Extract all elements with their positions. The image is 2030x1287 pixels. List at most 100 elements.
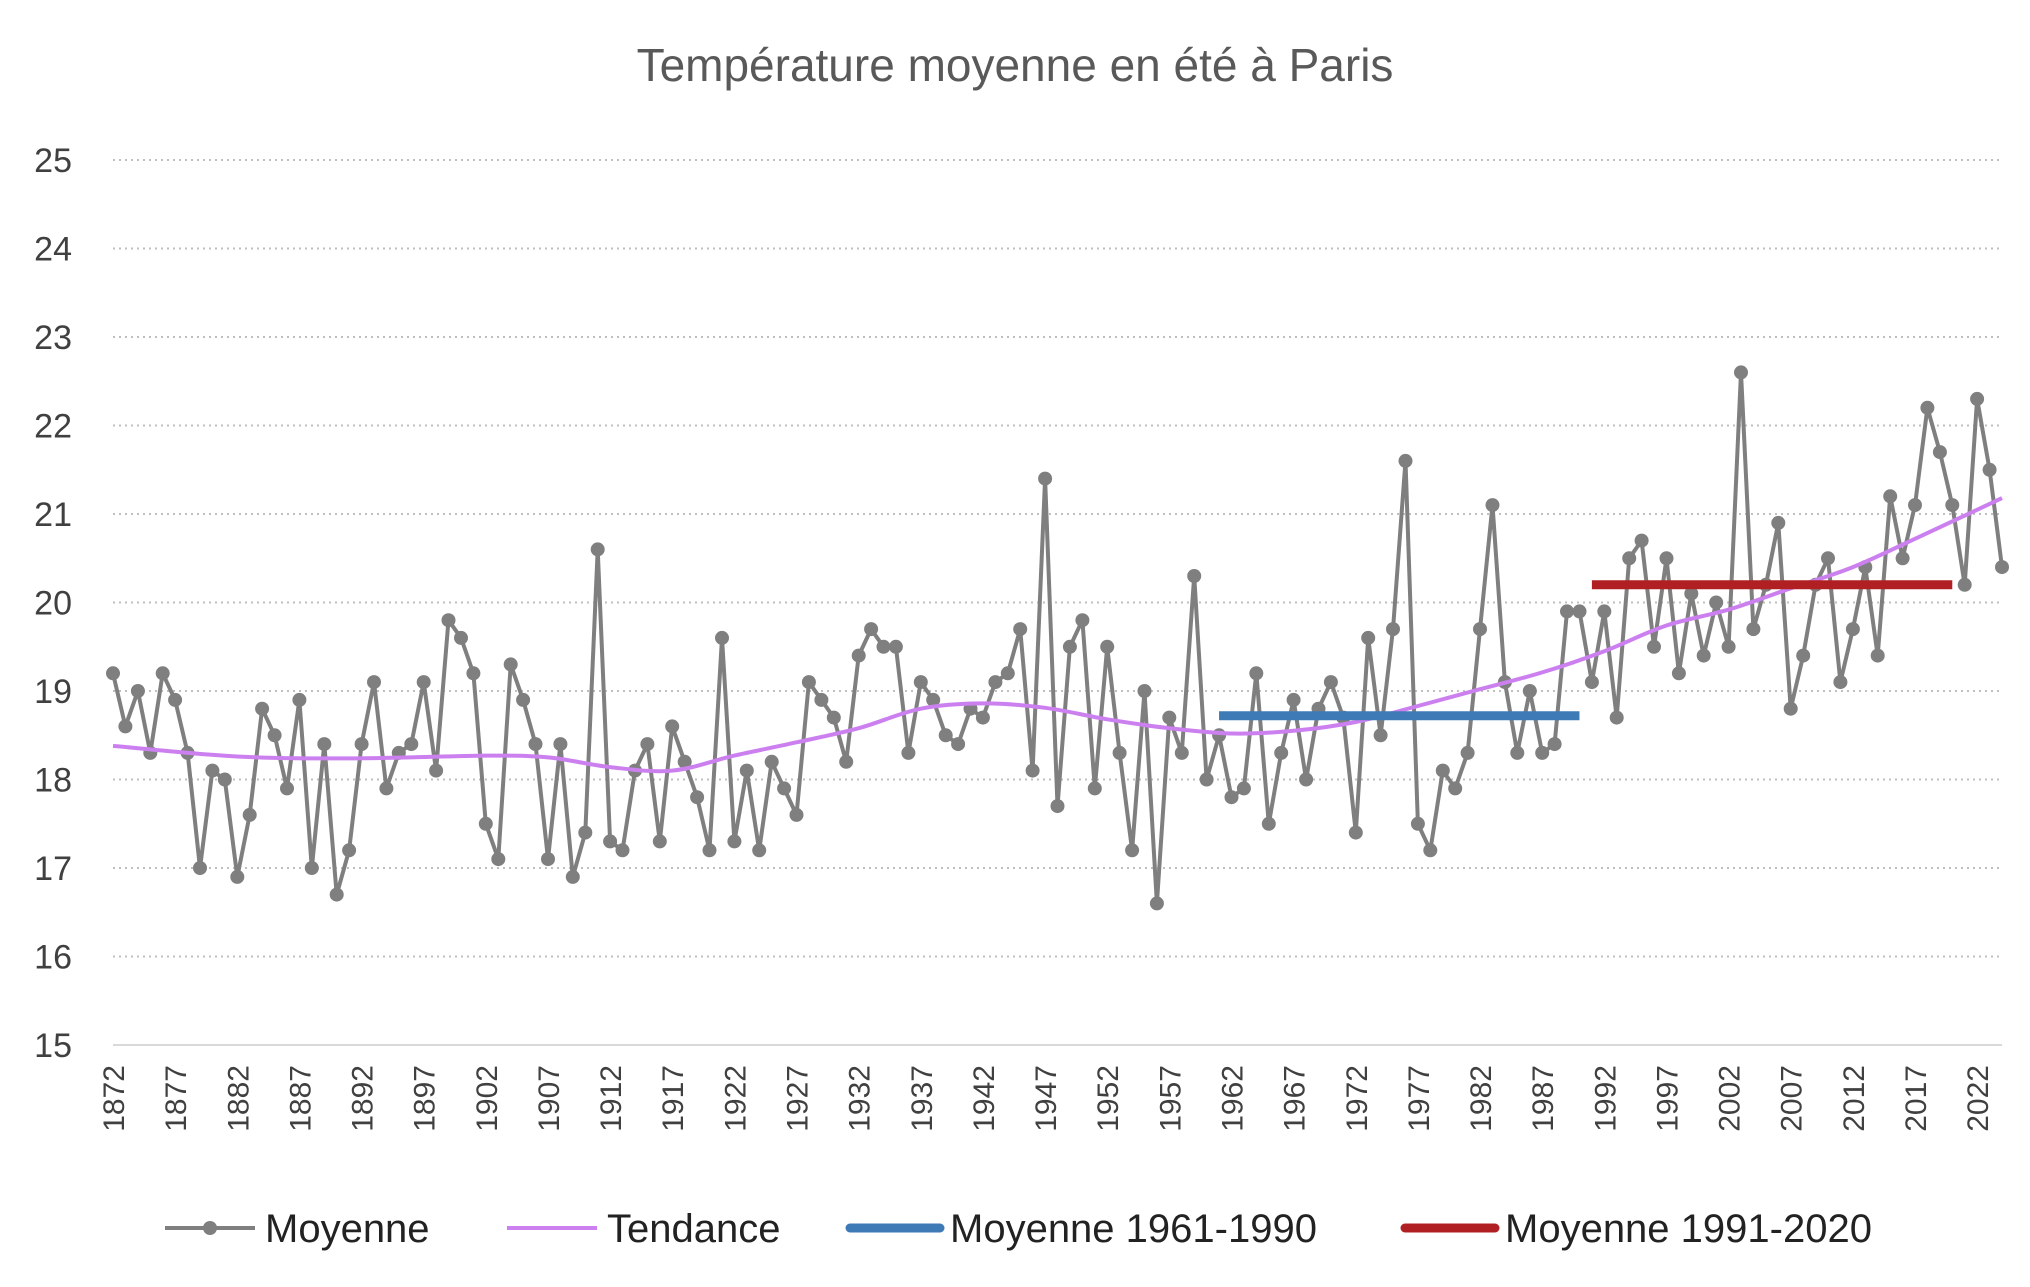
x-tick-label-1937: 1937 — [906, 1065, 939, 1132]
data-point-1892 — [354, 737, 369, 752]
data-point-1977 — [1410, 816, 1425, 831]
data-point-1999 — [1684, 586, 1699, 601]
x-tick-label-1902: 1902 — [471, 1065, 504, 1132]
legend-marker — [203, 1221, 217, 1235]
data-point-1894 — [379, 781, 394, 796]
legend-item-moyenne-1991-2020: Moyenne 1991-2020 — [1400, 1207, 1872, 1251]
data-point-1889 — [317, 737, 332, 752]
data-point-2002 — [1721, 639, 1736, 654]
x-tick-label-1952: 1952 — [1092, 1065, 1125, 1132]
data-point-1964 — [1249, 666, 1264, 681]
data-point-1886 — [280, 781, 294, 796]
data-point-1917 — [665, 719, 680, 734]
series-line-moyenne — [111, 370, 2004, 906]
data-point-1921 — [715, 630, 729, 645]
y-tick-label-23: 23 — [34, 319, 72, 357]
data-point-1937 — [913, 675, 928, 690]
data-point-1899 — [441, 613, 456, 628]
y-tick-label-18: 18 — [34, 762, 72, 800]
data-point-1929 — [814, 692, 829, 707]
data-point-1992 — [1597, 604, 1612, 619]
data-point-1938 — [926, 692, 941, 707]
data-point-1950 — [1075, 613, 1090, 628]
legend-label: Moyenne 1991-2020 — [1505, 1207, 1872, 1251]
data-point-1897 — [416, 675, 431, 690]
data-point-1956 — [1149, 896, 1164, 911]
y-tick-label-25: 25 — [34, 142, 72, 180]
legend-item-moyenne: Moyenne — [165, 1207, 430, 1251]
data-point-1951 — [1087, 781, 1102, 796]
data-point-1962 — [1224, 790, 1239, 805]
x-tick-label-1957: 1957 — [1154, 1065, 1187, 1132]
data-point-2021 — [1957, 577, 1972, 592]
x-tick-label-1912: 1912 — [595, 1065, 628, 1132]
x-tick-label-2017: 2017 — [1900, 1065, 1933, 1132]
x-tick-label-1892: 1892 — [347, 1065, 380, 1132]
data-point-2023 — [1982, 462, 1997, 477]
data-point-1891 — [342, 843, 357, 858]
data-point-2016 — [1895, 551, 1910, 566]
x-tick-label-1927: 1927 — [782, 1065, 815, 1132]
data-point-1987 — [1535, 745, 1550, 760]
data-point-1936 — [901, 745, 916, 760]
gridlines — [113, 159, 2002, 958]
data-point-1942 — [975, 710, 990, 725]
data-point-2018 — [1920, 400, 1935, 415]
y-axis: 15 16 17 18 19 20 21 22 23 24 25 — [34, 142, 72, 1065]
data-point-1945 — [1013, 622, 1028, 637]
x-tick-label-1877: 1877 — [160, 1065, 193, 1132]
data-point-1890 — [329, 887, 344, 902]
y-tick-label-24: 24 — [34, 231, 72, 269]
data-point-1898 — [429, 763, 444, 778]
series-tendance — [112, 496, 2003, 774]
legend-item-tendance: Tendance — [507, 1207, 780, 1251]
data-point-1959 — [1187, 569, 1202, 583]
x-tick-label-1872: 1872 — [98, 1065, 131, 1132]
data-point-1944 — [1000, 666, 1015, 681]
series-moyenne — [106, 365, 2009, 911]
y-tick-label-22: 22 — [34, 408, 72, 446]
data-point-2003 — [1734, 365, 1748, 380]
data-point-1989 — [1560, 604, 1574, 619]
x-tick-label-1997: 1997 — [1651, 1065, 1684, 1132]
x-tick-label-1972: 1972 — [1341, 1065, 1374, 1132]
data-point-2019 — [1932, 445, 1947, 460]
x-tick-label-1982: 1982 — [1465, 1065, 1498, 1132]
y-tick-label-20: 20 — [34, 585, 72, 623]
data-point-1970 — [1323, 675, 1338, 690]
data-point-1907 — [541, 852, 555, 867]
data-point-2014 — [1870, 648, 1885, 663]
data-point-1973 — [1361, 630, 1376, 645]
data-point-1882 — [230, 869, 245, 884]
data-point-1966 — [1274, 745, 1289, 760]
legend: Moyenne Tendance Moyenne 1961-1990 Moyenne … — [165, 1207, 1872, 1251]
data-point-1931 — [839, 754, 854, 769]
data-point-1955 — [1137, 684, 1152, 698]
data-point-1920 — [702, 843, 717, 858]
x-tick-label-2007: 2007 — [1776, 1065, 1809, 1132]
data-point-1980 — [1448, 781, 1463, 796]
data-point-1991 — [1584, 675, 1599, 690]
data-point-1883 — [242, 807, 257, 822]
data-point-1927 — [789, 807, 804, 822]
data-point-1877 — [168, 692, 183, 707]
data-point-1915 — [640, 737, 655, 752]
data-point-1961 — [1212, 728, 1227, 743]
data-point-1974 — [1373, 728, 1388, 743]
x-tick-label-1977: 1977 — [1403, 1065, 1436, 1132]
data-point-1885 — [267, 728, 282, 743]
data-point-1926 — [777, 781, 792, 796]
data-point-2015 — [1883, 489, 1898, 504]
legend-label: Moyenne — [265, 1207, 430, 1251]
x-tick-label-1967: 1967 — [1279, 1065, 1312, 1132]
trend-line — [112, 496, 2003, 774]
x-tick-label-1917: 1917 — [657, 1065, 690, 1132]
x-tick-label-1987: 1987 — [1527, 1065, 1560, 1132]
data-point-1887 — [292, 692, 307, 707]
data-point-1874 — [130, 684, 145, 698]
data-point-1986 — [1522, 684, 1537, 698]
data-point-1880 — [205, 763, 220, 778]
data-point-1911 — [590, 542, 605, 557]
data-point-1997 — [1659, 551, 1674, 566]
